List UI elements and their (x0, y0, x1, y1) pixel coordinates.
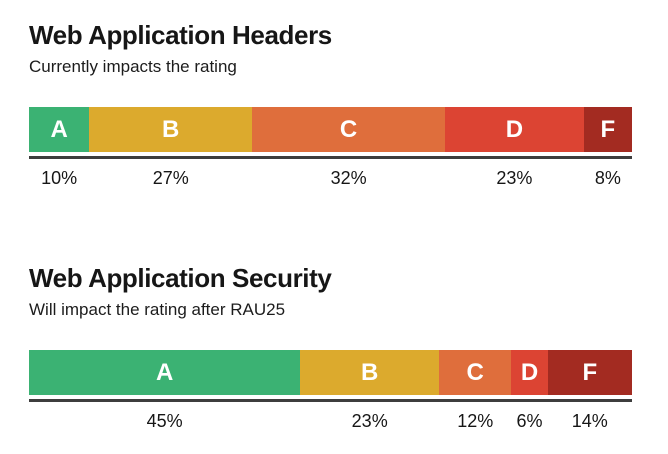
bar-segment-b: B (300, 350, 440, 395)
value-labels-row: 45% 23% 12% 6% 14% (29, 411, 632, 432)
bar-segment-f: F (547, 350, 632, 395)
segment-percent-label-f: 8% (594, 168, 621, 188)
segment-percent-label-a: 10% (41, 168, 78, 188)
chart-subtitle: Currently impacts the rating (29, 57, 237, 76)
axis-line (29, 399, 632, 402)
bar-segment-f: F (583, 107, 632, 152)
bar-segment-d: D (445, 107, 584, 152)
bar-segment-b: B (89, 107, 253, 152)
chart-subtitle: Will impact the rating after RAU25 (29, 300, 286, 319)
bar-segment-a: A (29, 350, 301, 395)
value-labels-row: 10% 27% 32% 23% 8% (29, 168, 632, 189)
chart-web-application-headers: Web Application Headers Currently impact… (29, 20, 632, 189)
segment-percent-label-b: 23% (351, 411, 388, 431)
bar-segment-c: C (439, 350, 512, 395)
segment-percent-label-f: 14% (571, 411, 608, 431)
bar-segment-a: A (29, 107, 90, 152)
chart-title: Web Application Headers (29, 20, 332, 50)
bar-segment-d: D (511, 350, 548, 395)
segment-percent-label-d: 23% (496, 168, 533, 188)
segment-percent-label-d: 6% (516, 411, 543, 431)
segment-percent-label-b: 27% (152, 168, 189, 188)
chart-title: Web Application Security (29, 263, 332, 293)
bar-segment-c: C (252, 107, 446, 152)
chart-web-application-security: Web Application Security Will impact the… (29, 263, 632, 432)
segment-percent-label-a: 45% (146, 411, 183, 431)
segment-percent-label-c: 32% (330, 168, 367, 188)
axis-line (29, 156, 632, 159)
segment-percent-label-c: 12% (457, 411, 494, 431)
